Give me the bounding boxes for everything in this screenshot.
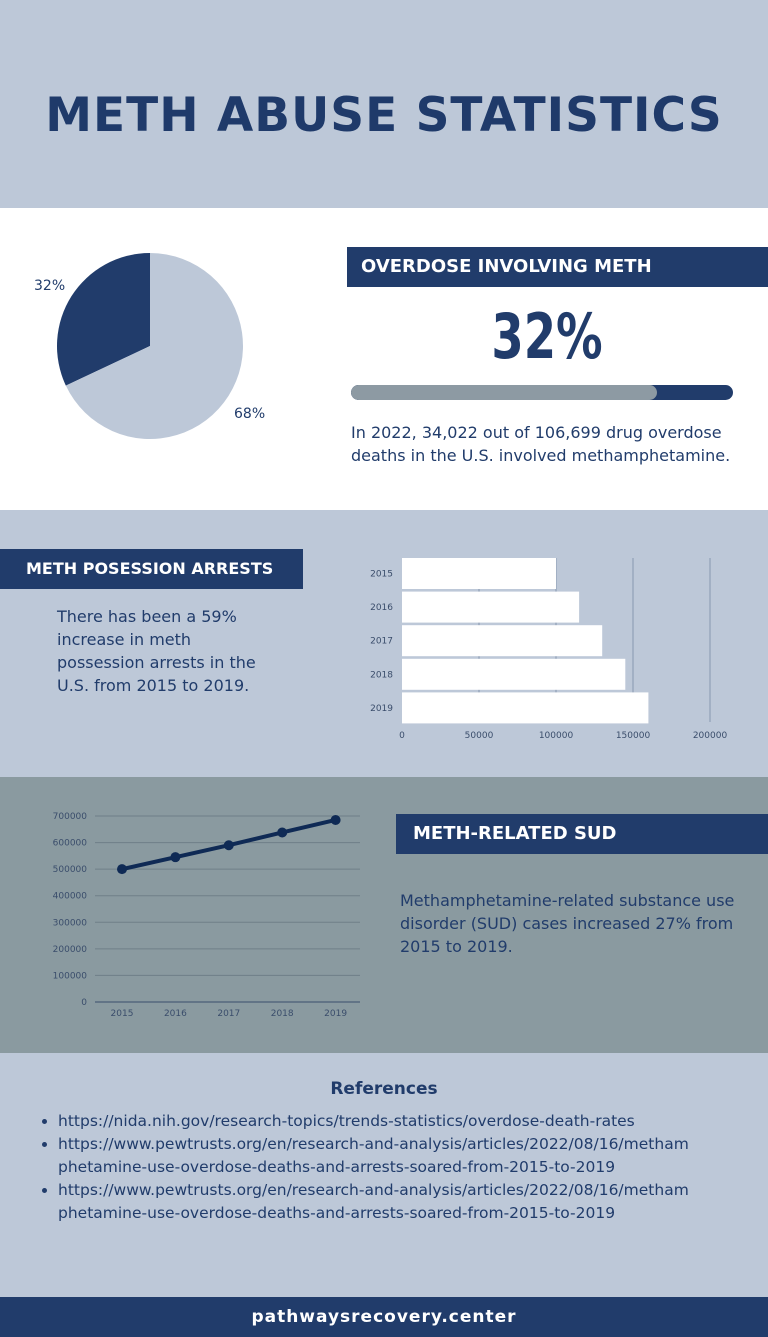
reference-link[interactable]: https://nida.nih.gov/research-topics/tre… <box>58 1110 698 1133</box>
y-tick-label: 2016 <box>370 603 393 613</box>
y-tick-label: 400000 <box>53 892 88 902</box>
point-2018 <box>277 827 288 838</box>
point-2019 <box>330 814 341 825</box>
overdose-text: In 2022, 34,022 out of 106,699 drug over… <box>351 423 731 465</box>
y-tick-label: 2015 <box>370 570 393 580</box>
page-title: METH ABUSE STATISTICS <box>45 88 723 143</box>
pie-label-68: 68% <box>234 406 265 422</box>
bar-2015 <box>402 558 556 589</box>
arrests-text: There has been a 59% increase in meth po… <box>57 607 256 695</box>
x-tick-label: 2015 <box>111 1009 134 1019</box>
progress-fill <box>351 385 657 400</box>
y-tick-label: 2018 <box>370 670 393 680</box>
pie-slice-32 <box>56 253 151 386</box>
x-tick-label: 50000 <box>465 731 494 741</box>
references-heading: References <box>330 1079 438 1099</box>
x-tick-label: 150000 <box>616 731 651 741</box>
x-tick-label: 2018 <box>271 1009 294 1019</box>
bar-2019 <box>402 692 649 724</box>
point-2016 <box>170 852 181 863</box>
point-2015 <box>117 864 127 875</box>
pie-chart: 32% 68% <box>34 253 265 439</box>
sud-heading: METH-RELATED SUD <box>396 814 768 854</box>
x-tick-label: 100000 <box>539 731 574 741</box>
arrests-heading: METH POSESSION ARRESTS <box>0 549 303 589</box>
bar-2018 <box>402 658 626 690</box>
bar-2016 <box>402 591 580 623</box>
progress-bar <box>351 385 733 400</box>
y-tick-label: 300000 <box>53 918 88 928</box>
reference-link[interactable]: https://www.pewtrusts.org/en/research-an… <box>58 1179 698 1225</box>
x-tick-label: 200000 <box>693 731 728 741</box>
pie-label-32: 32% <box>34 278 65 294</box>
overdose-stat: 32% <box>491 300 603 373</box>
footer-url: pathwaysrecovery.center <box>0 1297 768 1337</box>
pie-slice-68 <box>65 253 243 439</box>
x-tick-label: 2017 <box>217 1009 240 1019</box>
references-list: https://nida.nih.gov/research-topics/tre… <box>38 1110 698 1225</box>
x-tick-label: 2019 <box>324 1009 347 1019</box>
reference-link[interactable]: https://www.pewtrusts.org/en/research-an… <box>58 1133 698 1179</box>
y-tick-label: 100000 <box>53 971 88 981</box>
overdose-heading: OVERDOSE INVOLVING METH <box>347 247 768 287</box>
y-tick-label: 0 <box>81 998 87 1008</box>
x-tick-label: 2016 <box>164 1009 187 1019</box>
references-section <box>0 1053 768 1297</box>
x-tick-label: 0 <box>399 731 405 741</box>
point-2017 <box>223 840 234 851</box>
y-tick-label: 500000 <box>53 865 88 875</box>
y-tick-label: 2019 <box>370 704 393 714</box>
line-chart: 0 100000 200000 300000 400000 500000 600000 700… <box>53 812 360 1019</box>
y-tick-label: 600000 <box>53 839 88 849</box>
y-tick-label: 2017 <box>370 637 393 647</box>
y-tick-label: 700000 <box>53 812 88 822</box>
bar-chart: 0 50000 100000 150000 200000 2015 2016 2017 2018… <box>370 558 728 741</box>
header <box>0 0 768 208</box>
sud-text: Methamphetamine-related substance use di… <box>400 891 735 956</box>
y-tick-label: 200000 <box>53 945 88 955</box>
bar-2017 <box>402 625 603 657</box>
